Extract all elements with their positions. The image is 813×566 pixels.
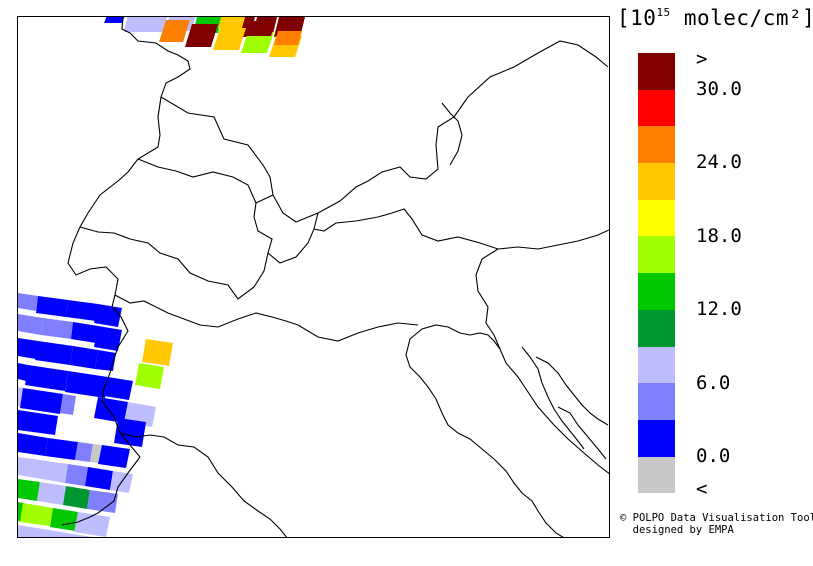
color-scale-cell (638, 163, 675, 200)
map-panel[interactable] (17, 16, 610, 538)
unit-label: [1015 molec/cm²] (617, 6, 813, 30)
color-scale-cell (638, 383, 675, 420)
color-scale-cell (638, 273, 675, 310)
scale-tick-label: 6.0 (696, 372, 731, 394)
color-scale-cell (638, 309, 675, 347)
satellite-swath-north (104, 17, 305, 57)
color-scale-cell (638, 199, 675, 237)
color-scale-cell (638, 419, 675, 457)
scale-tick-label: 30.0 (696, 78, 742, 100)
color-scale-cell (638, 53, 675, 90)
color-scale-cell (638, 126, 675, 164)
country-borders (61, 17, 609, 537)
scale-tick-label: > (696, 48, 708, 70)
color-scale-cell (638, 89, 675, 127)
color-scale-cell (638, 236, 675, 274)
color-scale-cell (638, 346, 675, 384)
credit-text: © POLPO Data Visualisation Tool designed… (620, 512, 813, 536)
scale-tick-label: 18.0 (696, 225, 742, 247)
color-scale-cell (638, 456, 675, 494)
scale-tick-label: 24.0 (696, 151, 742, 173)
scale-tick-label: < (696, 478, 708, 500)
scale-tick-label: 12.0 (696, 298, 742, 320)
scale-tick-label: 0.0 (696, 445, 731, 467)
color-scale-bar (638, 53, 675, 494)
map-canvas (18, 17, 609, 537)
satellite-swath-southwest (18, 293, 173, 537)
